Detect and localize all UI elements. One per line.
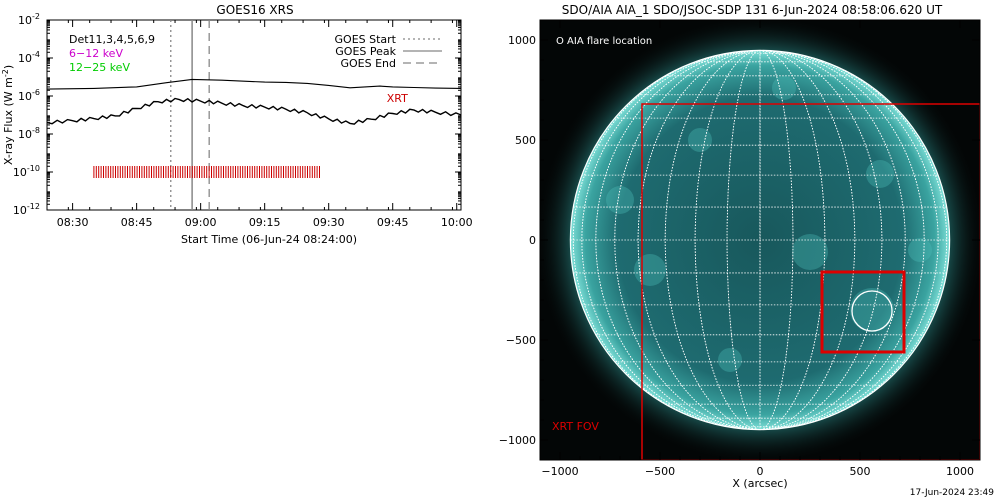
longitude-line [595, 50, 925, 430]
aia-y-tick-label: −1000 [499, 434, 536, 447]
solar-limb [569, 49, 951, 431]
x-tick-label: 09:45 [377, 216, 409, 229]
longitude-line [572, 50, 948, 430]
aia-image-background [540, 20, 980, 460]
solar-disk [570, 50, 950, 430]
xrt-fov-box [641, 103, 980, 460]
xrt-fov-label: XRT FOV [552, 420, 599, 433]
longitude-line [637, 50, 883, 430]
aia-x-tick-label: 0 [757, 465, 764, 478]
goes-axis-ticks [46, 19, 461, 211]
goes-flux-series-2 [46, 97, 462, 125]
x-tick-label: 09:30 [313, 216, 345, 229]
longitude-line [581, 50, 939, 430]
goes-event-lines [170, 20, 210, 210]
active-region-blob [634, 254, 666, 286]
longitude-line [614, 50, 906, 430]
active-region-blob [850, 288, 894, 332]
goes-legend-label: GOES Start [335, 33, 397, 46]
aia-y-tick-label: 1000 [508, 34, 536, 47]
detector-legend-entry: 6−12 keV [69, 47, 123, 60]
goes-x-axis-label: Start Time (06-Jun-24 08:24:00) [181, 233, 357, 246]
y-tick-label: 10-2 [18, 12, 40, 27]
longitude-line [726, 50, 794, 430]
aia-image-area: XRT FOV O AIA flare location [540, 20, 980, 460]
x-tick-label: 09:15 [249, 216, 281, 229]
longitude-line [694, 50, 826, 430]
goes-y-tick-labels: 10-2 10-4 10-6 10-8 10-10 10-12 [13, 12, 40, 217]
longitude-line [664, 50, 856, 430]
aia-x-tick-label: −1000 [541, 465, 578, 478]
goes-flux-series-1 [46, 78, 462, 90]
aia-x-tick-labels: −1000 −500 0 500 1000 [541, 465, 974, 478]
aia-x-tick-label: 1000 [946, 465, 974, 478]
flare-location-legend: O AIA flare location [556, 36, 652, 47]
active-regions [606, 76, 932, 372]
x-tick-label: 08:45 [121, 216, 153, 229]
aia-x-tick-label: 500 [850, 465, 871, 478]
x-tick-label: 08:30 [57, 216, 89, 229]
active-region-blob [866, 160, 894, 188]
goes-y-axis-label: X-ray Flux (W m-2) [1, 65, 15, 165]
y-tick-label: 10-8 [18, 126, 40, 141]
goes-plot-area [46, 19, 462, 211]
aia-image-frame [539, 19, 981, 461]
detector-legend-entry: 12−25 keV [69, 61, 130, 74]
aia-y-tick-label: −500 [506, 334, 536, 347]
aia-y-tick-label: 0 [529, 234, 536, 247]
xrt-target-box [820, 270, 906, 354]
aia-y-tick-labels: 1000 500 0 −500 −1000 [499, 34, 536, 447]
aia-y-tick-label: 500 [515, 134, 536, 147]
active-region-blob [718, 348, 742, 372]
active-region-blob [908, 238, 932, 262]
xrt-annotation: XRT [387, 92, 408, 105]
goes-legend-label: GOES Peak [335, 45, 396, 58]
y-tick-label: 10-10 [13, 164, 40, 179]
active-region-blob [772, 76, 796, 100]
render-timestamp: 17-Jun-2024 23:49 [909, 488, 994, 498]
aia-axis-ticks [540, 20, 980, 460]
aia-x-tick-label: −500 [645, 465, 675, 478]
goes-x-tick-labels: 08:30 08:45 09:00 09:15 09:30 09:45 10:00 [57, 216, 473, 229]
aia-chart-title: SDO/AIA AIA_1 SDO/JSOC-SDP 131 6-Jun-202… [562, 3, 943, 17]
longitude-line [694, 50, 826, 430]
goes-legend-label: GOES End [340, 57, 396, 70]
flare-location-circle [851, 290, 893, 332]
y-tick-label: 10-12 [13, 202, 40, 217]
goes-series-group [46, 78, 462, 125]
goes-xrs-chart: GOES16 XRS 10-2 10-4 10-6 10-8 10-10 10-12 08… [1, 3, 473, 246]
longitude-line [572, 50, 948, 430]
longitude-line [614, 50, 906, 430]
aia-x-axis-label: X (arcsec) [732, 477, 787, 490]
x-tick-label: 09:00 [185, 216, 217, 229]
longitude-line [664, 50, 856, 430]
goes-chart-title: GOES16 XRS [216, 3, 293, 17]
y-tick-label: 10-6 [18, 88, 40, 103]
active-region-blob [606, 186, 634, 214]
longitude-line [595, 50, 925, 430]
active-region-blob [688, 128, 712, 152]
longitude-line [637, 50, 883, 430]
solar-corona [540, 20, 980, 460]
detector-legend-entry: Det11,3,4,5,6,9 [69, 33, 155, 46]
longitude-line [581, 50, 939, 430]
longitude-line [726, 50, 794, 430]
y-tick-label: 10-4 [18, 50, 40, 65]
x-tick-label: 10:00 [441, 216, 473, 229]
active-region-blob [792, 234, 828, 270]
heliographic-grid [570, 50, 950, 430]
xrt-observation-ticks [93, 166, 320, 178]
